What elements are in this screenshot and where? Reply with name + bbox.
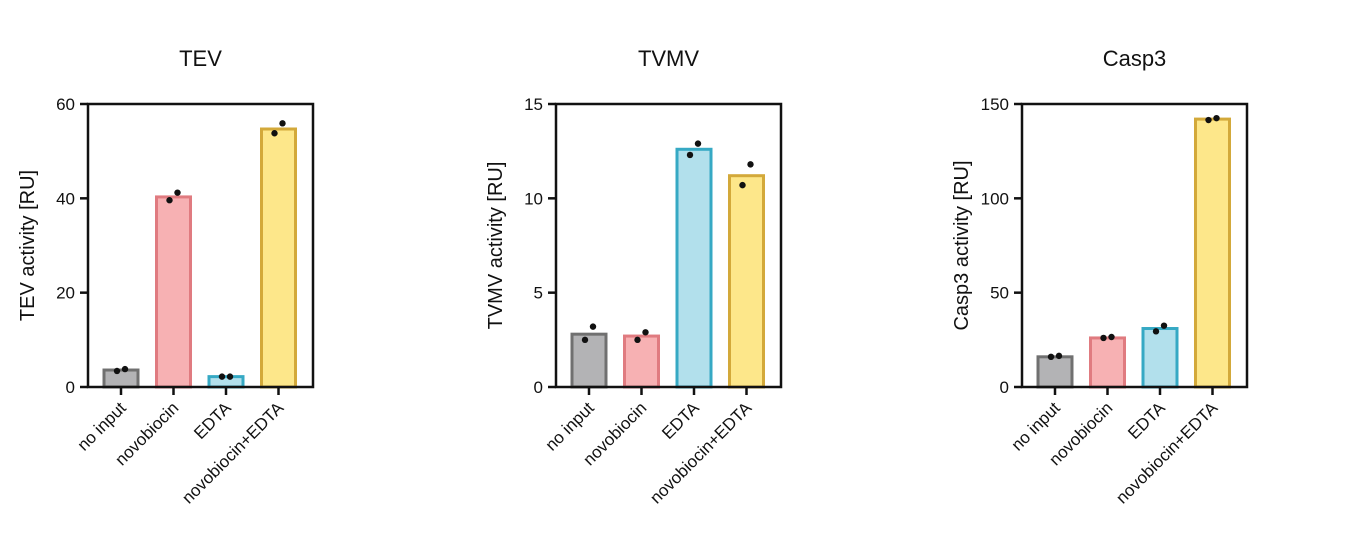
y-tick-label: 0: [534, 378, 543, 397]
x-tick-label: EDTA: [658, 398, 703, 443]
y-tick-label: 0: [1000, 378, 1009, 397]
y-tick-label: 100: [981, 189, 1009, 208]
chart-title: Casp3: [1103, 46, 1167, 71]
bar-4: [1194, 117, 1231, 389]
y-tick-label: 20: [56, 284, 75, 303]
x-tick-label: EDTA: [1124, 398, 1169, 443]
data-point: [642, 329, 649, 336]
data-point: [121, 365, 129, 373]
y-tick-label: 0: [66, 378, 75, 397]
bar-3: [675, 147, 713, 389]
bar-4: [260, 127, 297, 389]
data-point: [739, 181, 746, 189]
data-point: [1213, 114, 1220, 122]
bar-2: [623, 334, 660, 389]
y-tick-label: 5: [534, 284, 543, 303]
y-tick-label: 60: [56, 95, 75, 114]
bar-1: [1036, 355, 1074, 389]
data-point: [271, 130, 278, 137]
data-point: [1108, 333, 1115, 341]
x-tick-label: novobiocin+EDTA: [1112, 398, 1222, 508]
plot-frame: [1020, 102, 1249, 389]
y-axis-label: TVMV activity [RU]: [485, 162, 507, 330]
x-tick-label: novobiocin+EDTA: [646, 398, 756, 508]
data-point: [1160, 322, 1168, 329]
data-point: [1205, 116, 1212, 124]
y-tick-label: 40: [56, 189, 75, 208]
bar-2: [155, 195, 192, 389]
data-point: [1047, 353, 1055, 361]
y-tick-label: 10: [524, 189, 543, 208]
data-point: [166, 197, 173, 204]
data-point: [1152, 328, 1160, 335]
x-tick-label: novobiocin+EDTA: [178, 398, 288, 508]
y-tick-label: 50: [990, 284, 1009, 303]
data-point: [218, 373, 226, 380]
data-point: [279, 120, 286, 127]
bar-2: [1089, 336, 1126, 389]
bar-3: [207, 375, 245, 389]
data-point: [747, 161, 754, 168]
data-point: [589, 323, 597, 330]
data-point: [581, 336, 589, 344]
y-tick-label: 150: [981, 95, 1009, 114]
x-tick-label: EDTA: [190, 398, 235, 443]
chart-title: TVMV: [638, 46, 699, 71]
y-axis-label: Casp3 activity [RU]: [951, 160, 973, 330]
y-axis-label: TEV activity [RU]: [17, 170, 39, 321]
bar-1: [570, 332, 608, 389]
data-point: [113, 367, 121, 375]
chart-title: TEV: [179, 46, 222, 71]
data-point: [634, 336, 641, 344]
data-point: [226, 373, 234, 380]
data-point: [1055, 352, 1063, 360]
y-tick-label: 15: [524, 95, 543, 114]
data-point: [694, 140, 702, 147]
bar-1: [102, 368, 140, 389]
bar-4: [728, 174, 765, 389]
plot-frame: [554, 102, 783, 389]
data-point: [174, 189, 181, 196]
data-point: [686, 151, 694, 159]
data-point: [1100, 334, 1107, 342]
plot-frame: [86, 102, 315, 389]
bar-3: [1141, 327, 1179, 389]
